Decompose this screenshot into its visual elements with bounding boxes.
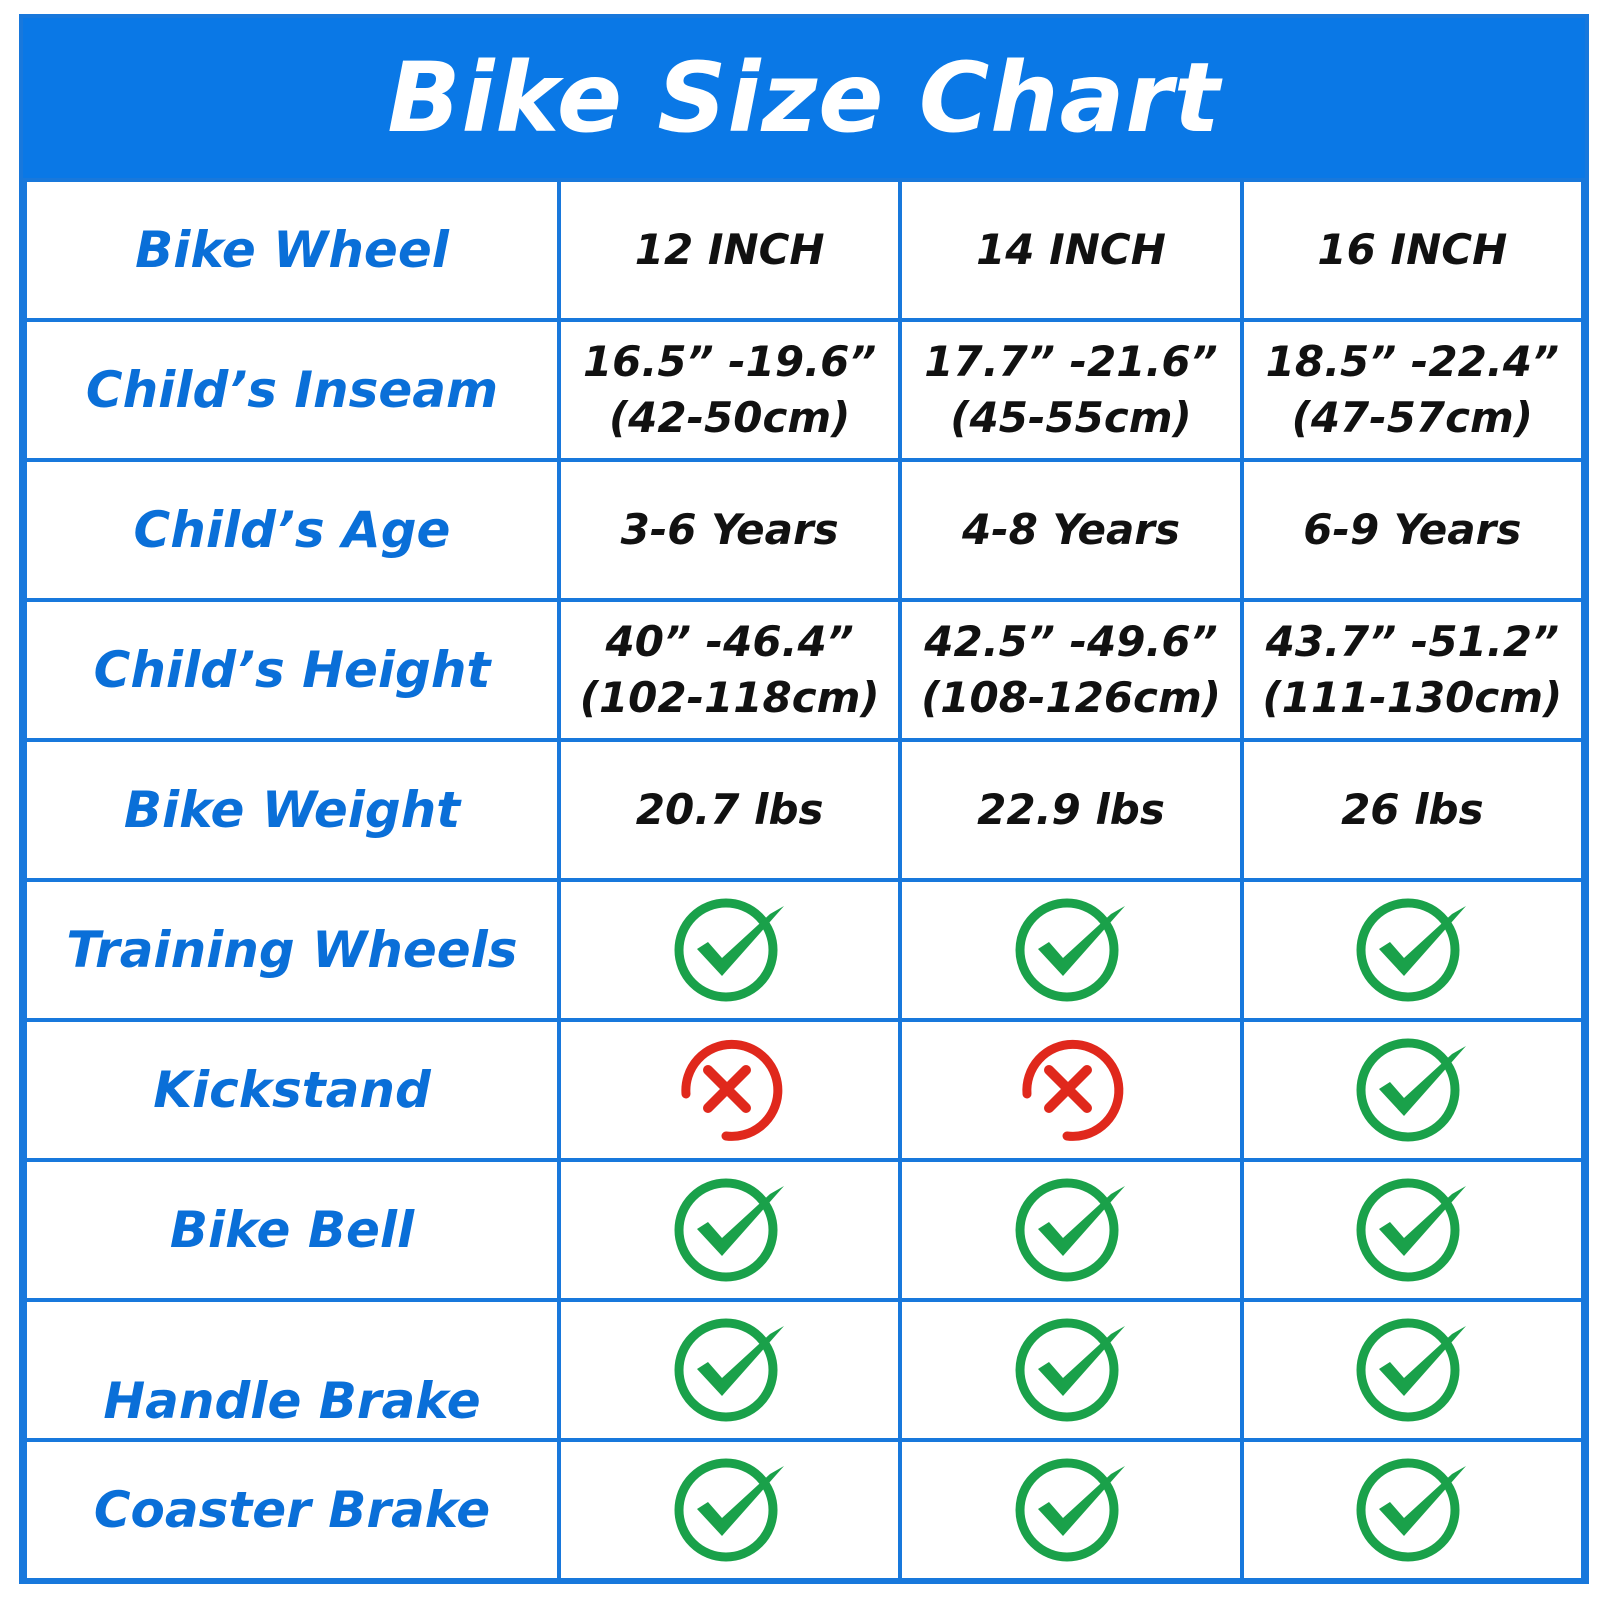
- check-circle-icon: [1013, 1312, 1129, 1428]
- table-row-bike-bell: Bike Bell: [23, 1158, 1586, 1302]
- check-circle-icon: [1013, 892, 1129, 1008]
- value-line: 40” -46.4”: [605, 617, 854, 666]
- value-line: (45-55cm): [950, 393, 1192, 442]
- kickstand-cell-12-inch: [556, 1018, 903, 1162]
- row-label-childs-height: Child’s Height: [23, 598, 561, 742]
- value-line: (111-130cm): [1262, 673, 1563, 722]
- coaster-brake-cell-16-inch: [1239, 1438, 1586, 1582]
- value-line: (47-57cm): [1291, 393, 1534, 442]
- check-circle-icon: [672, 1172, 788, 1288]
- value-line: 17.7” -21.6”: [924, 337, 1218, 386]
- value-line: 42.5” -49.6”: [924, 617, 1218, 666]
- wheel-size-14: 14 INCH: [898, 178, 1244, 322]
- childs-inseam-value-12-inch: 16.5” -19.6” (42-50cm): [556, 318, 903, 462]
- cross-circle-icon: [672, 1032, 788, 1148]
- training-wheels-cell-14-inch: [898, 878, 1244, 1022]
- check-circle-icon: [672, 1312, 788, 1428]
- size-table: Bike Wheel 12 INCH 14 INCH 16 INCH Child…: [23, 178, 1586, 1582]
- row-label-childs-inseam: Child’s Inseam: [23, 318, 561, 462]
- childs-inseam-value-14-inch: 17.7” -21.6” (45-55cm): [898, 318, 1244, 462]
- check-circle-icon: [1354, 1452, 1470, 1568]
- bike-weight-value-12-inch: 20.7 lbs: [556, 738, 903, 882]
- row-label-bike-wheel: Bike Wheel: [23, 178, 561, 322]
- childs-inseam-value-16-inch: 18.5” -22.4” (47-57cm): [1239, 318, 1586, 462]
- childs-height-value-14-inch: 42.5” -49.6” (108-126cm): [898, 598, 1244, 742]
- table-row-childs-height: Child’s Height 40” -46.4” (102-118cm) 42.5”…: [23, 598, 1586, 742]
- row-label-childs-age: Child’s Age: [23, 458, 561, 602]
- table-row-handle-brake: Handle Brake: [23, 1298, 1586, 1442]
- cross-circle-icon: [1013, 1032, 1129, 1148]
- value-line: 43.7” -51.2”: [1265, 617, 1560, 666]
- row-label-handle-brake: Handle Brake: [23, 1298, 561, 1442]
- training-wheels-cell-12-inch: [556, 878, 903, 1022]
- kickstand-cell-14-inch: [898, 1018, 1244, 1162]
- value-line: (108-126cm): [921, 673, 1221, 722]
- handle-brake-cell-12-inch: [556, 1298, 903, 1442]
- childs-age-value-12-inch: 3-6 Years: [556, 458, 903, 602]
- handle-brake-cell-14-inch: [898, 1298, 1244, 1442]
- bike-weight-value-14-inch: 22.9 lbs: [898, 738, 1244, 882]
- bike-weight-value-16-inch: 26 lbs: [1239, 738, 1586, 882]
- bike-bell-cell-12-inch: [556, 1158, 903, 1302]
- row-label-training-wheels: Training Wheels: [23, 878, 561, 1022]
- check-circle-icon: [1354, 1172, 1470, 1288]
- table-row-childs-age: Child’s Age 3-6 Years 4-8 Years 6-9 Years: [23, 458, 1586, 602]
- bike-size-chart: Bike Size Chart Bike Wheel 12 INCH 14 IN…: [19, 14, 1589, 1584]
- bike-bell-cell-16-inch: [1239, 1158, 1586, 1302]
- wheel-size-16: 16 INCH: [1239, 178, 1586, 322]
- table-row-kickstand: Kickstand: [23, 1018, 1586, 1162]
- table-row-bike-wheel: Bike Wheel 12 INCH 14 INCH 16 INCH: [23, 178, 1586, 322]
- childs-height-value-16-inch: 43.7” -51.2” (111-130cm): [1239, 598, 1586, 742]
- check-circle-icon: [672, 1452, 788, 1568]
- value-line: (102-118cm): [579, 673, 880, 722]
- training-wheels-cell-16-inch: [1239, 878, 1586, 1022]
- bike-bell-cell-14-inch: [898, 1158, 1244, 1302]
- check-circle-icon: [1354, 892, 1470, 1008]
- childs-age-value-14-inch: 4-8 Years: [898, 458, 1244, 602]
- value-line: 18.5” -22.4”: [1265, 337, 1560, 386]
- value-line: 20.7 lbs: [635, 785, 824, 834]
- row-label-bike-bell: Bike Bell: [23, 1158, 561, 1302]
- row-label-bike-weight: Bike Weight: [23, 738, 561, 882]
- handle-brake-cell-16-inch: [1239, 1298, 1586, 1442]
- coaster-brake-cell-14-inch: [898, 1438, 1244, 1582]
- row-label-coaster-brake: Coaster Brake: [23, 1438, 561, 1582]
- value-line: 16.5” -19.6”: [582, 337, 877, 386]
- table-row-bike-weight: Bike Weight 20.7 lbs 22.9 lbs 26 lbs: [23, 738, 1586, 882]
- check-circle-icon: [1354, 1032, 1470, 1148]
- childs-height-value-12-inch: 40” -46.4” (102-118cm): [556, 598, 903, 742]
- check-circle-icon: [1013, 1172, 1129, 1288]
- value-line: 26 lbs: [1341, 785, 1484, 834]
- value-line: 6-9 Years: [1303, 505, 1522, 554]
- check-circle-icon: [1354, 1312, 1470, 1428]
- value-line: 3-6 Years: [620, 505, 839, 554]
- childs-age-value-16-inch: 6-9 Years: [1239, 458, 1586, 602]
- value-line: (42-50cm): [608, 393, 851, 442]
- check-circle-icon: [1013, 1452, 1129, 1568]
- coaster-brake-cell-12-inch: [556, 1438, 903, 1582]
- value-line: 4-8 Years: [961, 505, 1181, 554]
- wheel-size-12: 12 INCH: [556, 178, 903, 322]
- table-row-childs-inseam: Child’s Inseam 16.5” -19.6” (42-50cm) 17.7”…: [23, 318, 1586, 462]
- chart-title: Bike Size Chart: [387, 42, 1221, 154]
- value-line: 22.9 lbs: [977, 785, 1165, 834]
- title-bar: Bike Size Chart: [23, 18, 1585, 178]
- kickstand-cell-16-inch: [1239, 1018, 1586, 1162]
- table-row-training-wheels: Training Wheels: [23, 878, 1586, 1022]
- table-row-coaster-brake: Coaster Brake: [23, 1438, 1586, 1582]
- row-label-kickstand: Kickstand: [23, 1018, 561, 1162]
- check-circle-icon: [672, 892, 788, 1008]
